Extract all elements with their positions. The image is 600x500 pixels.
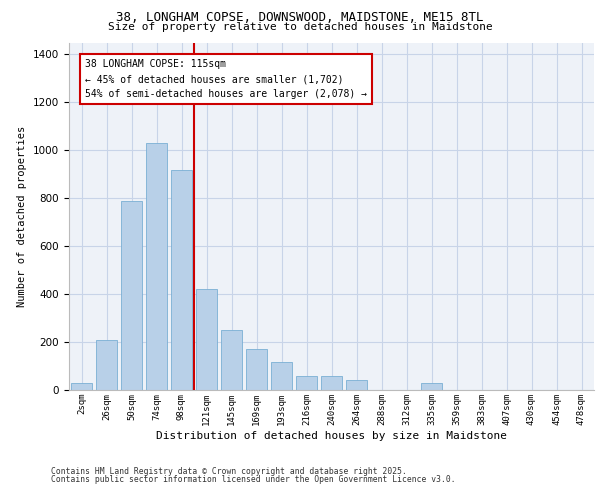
Text: Size of property relative to detached houses in Maidstone: Size of property relative to detached ho… [107,22,493,32]
Bar [71,383,92,390]
Text: 38, LONGHAM COPSE, DOWNSWOOD, MAIDSTONE, ME15 8TL: 38, LONGHAM COPSE, DOWNSWOOD, MAIDSTONE,… [116,11,484,24]
Bar [421,383,442,390]
Bar [271,362,292,390]
Y-axis label: Number of detached properties: Number of detached properties [17,126,28,307]
Bar [321,376,342,390]
Bar [221,330,242,390]
Bar [246,350,267,390]
Bar [121,200,142,390]
Bar [96,340,117,390]
X-axis label: Distribution of detached houses by size in Maidstone: Distribution of detached houses by size … [156,430,507,440]
Bar [171,170,192,390]
Bar [346,380,367,390]
Bar [146,143,167,390]
Text: Contains HM Land Registry data © Crown copyright and database right 2025.: Contains HM Land Registry data © Crown c… [51,467,407,476]
Bar [296,376,317,390]
Bar [196,290,217,390]
Text: Contains public sector information licensed under the Open Government Licence v3: Contains public sector information licen… [51,475,455,484]
Text: 38 LONGHAM COPSE: 115sqm
← 45% of detached houses are smaller (1,702)
54% of sem: 38 LONGHAM COPSE: 115sqm ← 45% of detach… [85,60,367,99]
